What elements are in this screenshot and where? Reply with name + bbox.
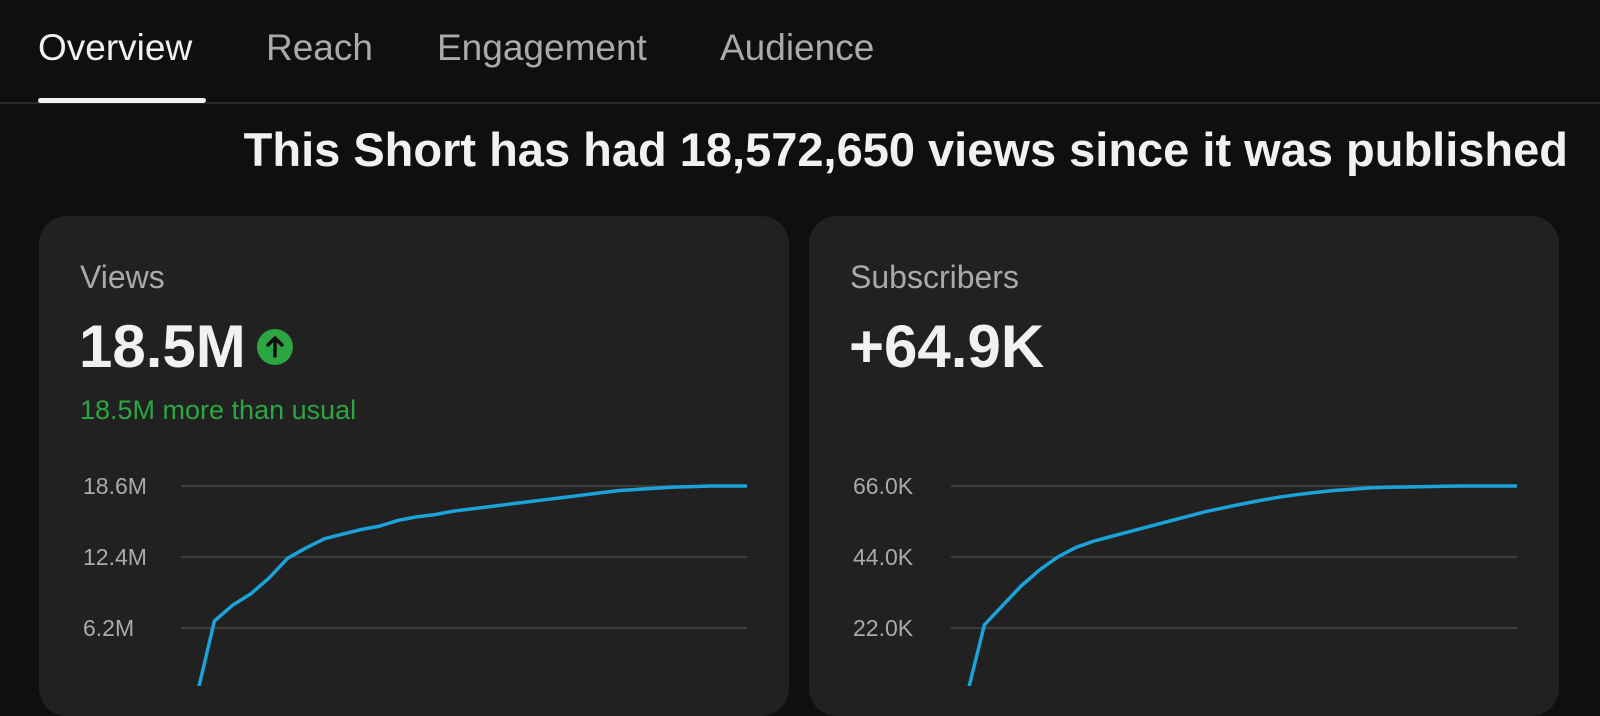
tab-audience[interactable]: Audience xyxy=(720,27,875,68)
subscribers-card-value: +64.9K xyxy=(849,313,1045,380)
y-tick-label: 44.0K xyxy=(853,544,914,570)
tab-reach[interactable]: Reach xyxy=(266,27,373,68)
views-card-value: 18.5M xyxy=(79,313,246,380)
active-tab-indicator xyxy=(38,98,206,103)
views-headline: This Short has had 18,572,650 views sinc… xyxy=(243,123,1568,176)
tab-overview[interactable]: Overview xyxy=(38,27,193,68)
y-tick-label: 6.2M xyxy=(83,615,134,641)
subscribers-chart: 66.0K 44.0K 22.0K xyxy=(853,473,1517,686)
tab-engagement[interactable]: Engagement xyxy=(437,27,647,68)
views-trend-text: 18.5M more than usual xyxy=(80,395,357,425)
tab-bar: Overview Reach Engagement Audience xyxy=(0,0,1600,104)
views-card-title: Views xyxy=(80,259,165,295)
series-line xyxy=(967,484,1517,686)
y-tick-label: 22.0K xyxy=(853,615,914,641)
subscribers-card-title: Subscribers xyxy=(850,259,1019,295)
views-chart: 18.6M 12.4M 6.2M xyxy=(83,473,747,686)
y-tick-label: 18.6M xyxy=(83,473,147,499)
y-tick-label: 12.4M xyxy=(83,544,147,570)
subscribers-card[interactable]: Subscribers +64.9K 66.0K 44.0K 22.0K xyxy=(809,216,1559,716)
arrow-up-icon xyxy=(257,329,293,365)
series-line xyxy=(197,484,747,686)
y-tick-label: 66.0K xyxy=(853,473,914,499)
views-card[interactable]: Views 18.5M 18.5M more than usual 18.6M 1… xyxy=(39,216,789,716)
